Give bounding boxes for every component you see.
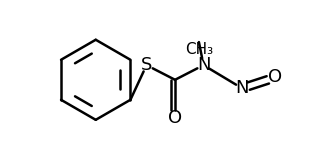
Text: O: O [268,68,282,86]
Text: CH₃: CH₃ [185,42,213,57]
Text: O: O [168,109,182,127]
Text: N: N [235,79,249,97]
Text: S: S [141,56,152,74]
Text: N: N [197,56,210,74]
